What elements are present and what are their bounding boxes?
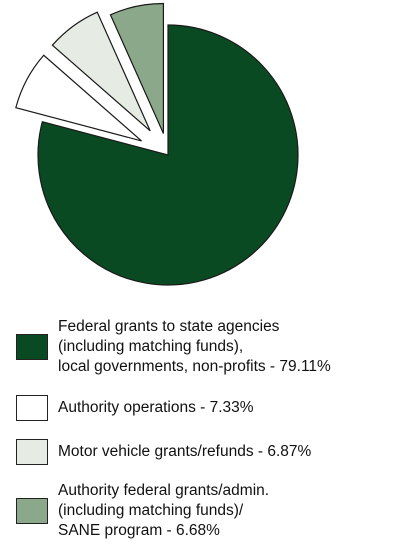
legend-item-authority-operations: Authority operations - 7.33% xyxy=(16,395,396,421)
legend-swatch xyxy=(16,395,48,421)
legend-label-line: Authority operations - 7.33% xyxy=(58,399,254,416)
legend-label: Federal grants to state agencies (includ… xyxy=(58,317,331,377)
pie-slice-federal-grants xyxy=(37,24,299,286)
pie-chart xyxy=(15,2,299,286)
legend-label-line: (including matching funds), xyxy=(58,338,244,355)
legend-label: Authority operations - 7.33% xyxy=(58,398,254,418)
legend-label-line: Motor vehicle grants/refunds - 6.87% xyxy=(58,443,312,460)
legend-label-line: Federal grants to state agencies xyxy=(58,318,280,335)
legend-label: Motor vehicle grants/refunds - 6.87% xyxy=(58,442,311,462)
legend-item-federal-grants: Federal grants to state agencies (includ… xyxy=(16,314,396,380)
legend-label: Authority federal grants/admin. (includi… xyxy=(58,481,269,541)
legend-swatch xyxy=(16,334,48,360)
legend-label-line: SANE program - 6.68% xyxy=(58,522,220,539)
pie-slice-authority-federal-grants-admin xyxy=(109,2,165,134)
legend-label-line: local governments, non-profits - 79.11% xyxy=(58,358,331,375)
legend: Federal grants to state agencies (includ… xyxy=(16,314,396,542)
legend-item-authority-federal-grants-admin: Authority federal grants/admin. (includi… xyxy=(16,480,396,542)
pie-slice-motor-vehicle-grants xyxy=(51,11,151,132)
pie-slice-authority-operations xyxy=(15,54,142,142)
legend-swatch xyxy=(16,439,48,465)
legend-item-motor-vehicle-grants: Motor vehicle grants/refunds - 6.87% xyxy=(16,439,396,465)
legend-label-line: (including matching funds)/ xyxy=(58,502,244,519)
legend-swatch xyxy=(16,498,48,524)
legend-label-line: Authority federal grants/admin. xyxy=(58,482,270,499)
